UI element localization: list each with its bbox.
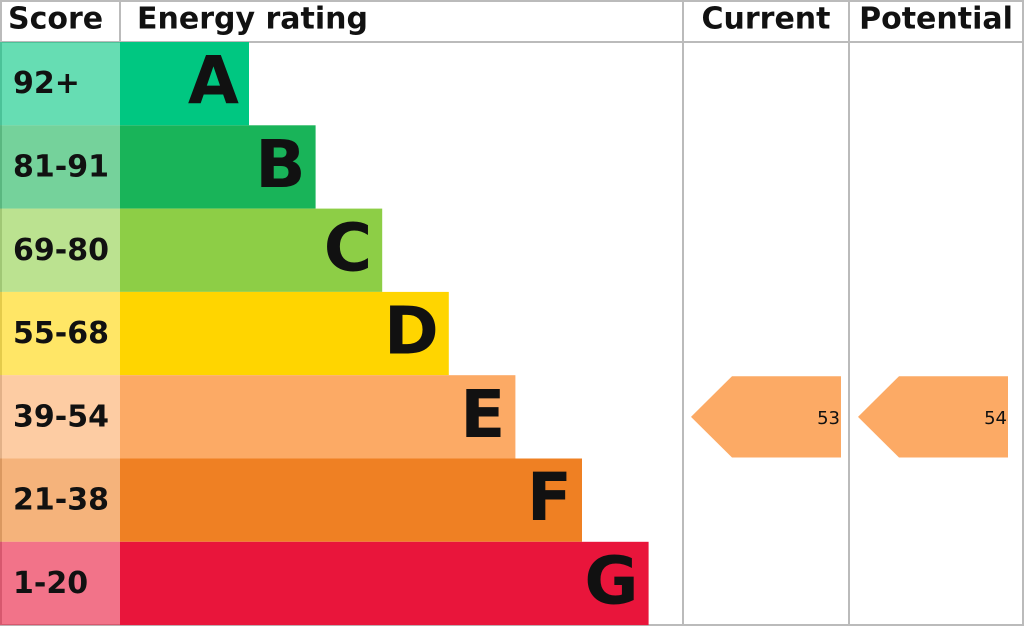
score-cell [0,291,120,376]
rating-bar [120,125,316,209]
rating-letter: G [584,543,638,620]
header-rating: Energy rating [137,2,368,37]
potential-arrow [858,376,1008,458]
rating-bar [120,541,649,626]
header-current: Current [701,2,830,37]
current-arrow [691,376,841,458]
rating-bar [120,375,516,459]
header-potential: Potential [859,2,1013,37]
score-cell [0,541,120,626]
score-label: 69-80 [13,233,109,268]
rating-bar [120,291,449,376]
score-label: 1-20 [13,566,88,601]
rating-letter: E [460,376,505,453]
score-label: 92+ [13,66,80,101]
score-cell [0,208,120,292]
score-cell [0,375,120,459]
header-score: Score [8,2,103,37]
score-label: 39-54 [13,399,109,434]
rating-letter: D [384,293,439,370]
rating-bar [120,208,383,292]
rating-bar [120,458,582,542]
score-label: 21-38 [13,483,109,518]
score-cell [0,42,120,126]
score-cell [0,458,120,542]
rating-letter: F [527,459,572,536]
score-label: 81-91 [13,149,109,184]
current-value: 53 [817,408,840,429]
score-label: 55-68 [13,316,109,351]
rating-letter: A [188,43,239,120]
potential-value: 54 [984,408,1007,429]
rating-letter: C [324,209,372,286]
rating-letter: B [255,126,305,203]
score-cell [0,125,120,209]
rating-bar [120,42,249,126]
